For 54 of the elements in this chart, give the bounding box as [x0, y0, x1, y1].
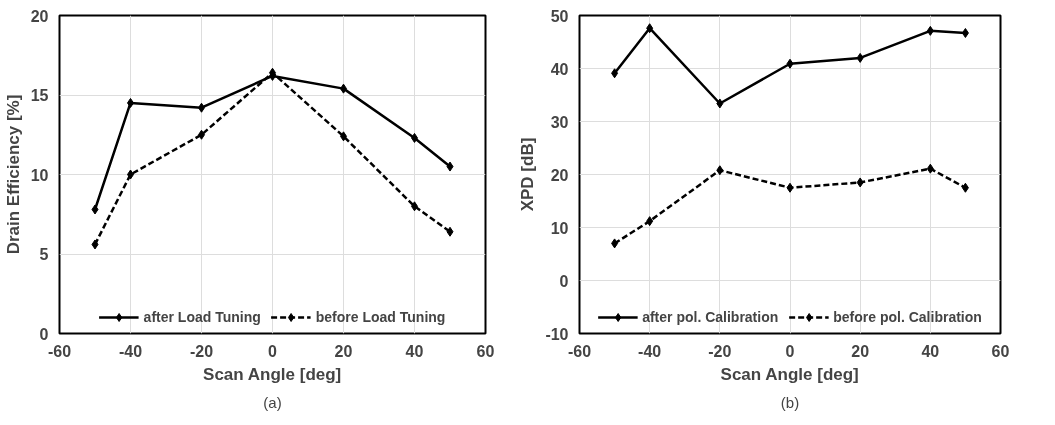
x-tick-label: 20	[851, 342, 870, 360]
point	[961, 182, 969, 193]
x-axis-title: Scan Angle [deg]	[720, 364, 859, 384]
y-tick-label: 40	[550, 60, 569, 78]
y-tick-label: 20	[30, 7, 49, 25]
y-tick-label: 10	[30, 166, 49, 184]
point	[91, 239, 99, 250]
point	[926, 163, 934, 174]
point	[446, 161, 454, 172]
x-tick-label: -60	[567, 342, 592, 360]
point	[856, 52, 864, 63]
legend-label: before Load Tuning	[315, 309, 446, 325]
y-tick-label: 0	[39, 325, 49, 343]
point	[716, 98, 724, 109]
y-tick-label: 50	[550, 7, 569, 25]
y-tick-label: 5	[39, 246, 49, 263]
y-tick-label: 20	[550, 166, 569, 184]
point	[611, 68, 619, 79]
text: (b)	[780, 393, 800, 411]
x-tick-label: -40	[638, 342, 662, 360]
x-tick-label: -40	[118, 342, 143, 360]
y-tick-label: 10	[550, 219, 569, 237]
x-tick-label: 60	[991, 342, 1010, 360]
x-axis-title: Scan Angle [deg]	[203, 364, 342, 384]
x-tick-label: -60	[47, 342, 72, 360]
point	[961, 27, 969, 38]
legend-label: before pol. Calibration	[833, 309, 982, 325]
x-tick-label: -20	[189, 342, 214, 360]
text: (a)	[263, 393, 282, 411]
point	[446, 226, 454, 237]
legend-label: after pol. Calibration	[642, 309, 779, 325]
point	[646, 23, 654, 34]
y-tick-label: 15	[30, 87, 49, 104]
point	[716, 165, 724, 176]
y-tick-label: 30	[550, 113, 569, 131]
y-tick-label: -10	[545, 325, 569, 343]
x-tick-label: 0	[268, 342, 278, 360]
point	[786, 58, 794, 69]
x-tick-label: 0	[785, 342, 795, 360]
x-tick-label: 60	[476, 342, 495, 360]
x-tick-label: 40	[405, 342, 424, 360]
y-tick-label: 0	[559, 272, 569, 290]
x-tick-label: 40	[921, 342, 940, 360]
point	[646, 216, 654, 227]
point	[611, 238, 619, 249]
point	[926, 25, 934, 36]
legend-label: after Load Tuning	[143, 309, 261, 325]
point	[91, 204, 99, 215]
x-tick-label: -20	[708, 342, 732, 360]
y-axis-title: XPD [dB]	[518, 137, 538, 212]
point	[856, 177, 864, 188]
y-axis-title: Drain Efficiency [%]	[3, 94, 23, 255]
x-tick-label: 20	[334, 342, 353, 360]
point	[786, 182, 794, 193]
